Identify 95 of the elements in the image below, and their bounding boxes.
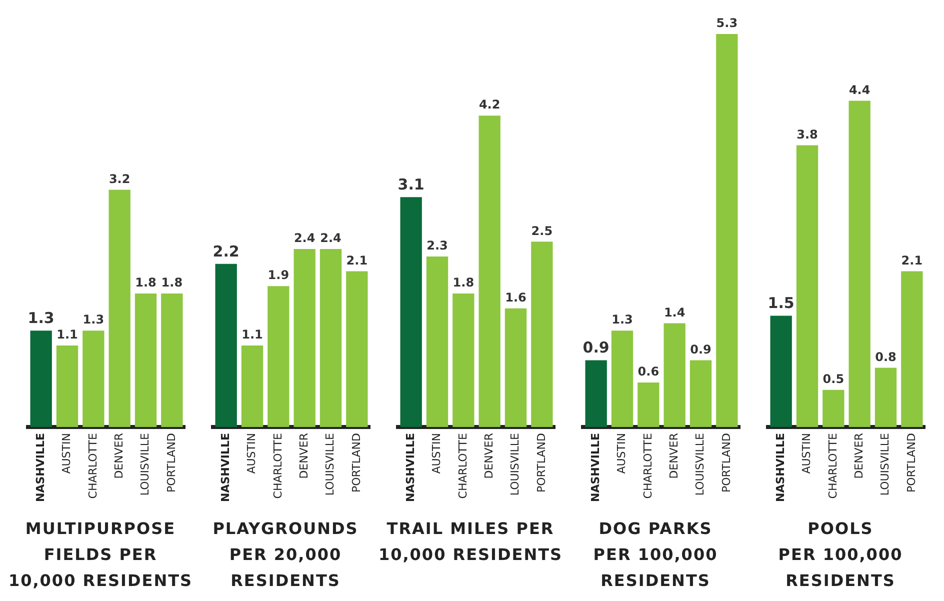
x-tick-label: PORTLAND — [904, 433, 918, 492]
bar — [611, 330, 634, 428]
data-label: 2.2 — [212, 242, 240, 260]
x-tick-label: PORTLAND — [164, 433, 178, 492]
data-label: 0.9 — [690, 342, 712, 356]
bar — [770, 316, 792, 428]
data-label: 2.3 — [426, 238, 448, 253]
bar — [901, 271, 923, 428]
bar — [848, 100, 870, 428]
data-label: 1.3 — [82, 312, 104, 327]
x-tick-label: NASHVILLE — [588, 433, 602, 502]
bar — [664, 323, 686, 428]
x-tick-label: LOUISVILLE — [508, 432, 522, 496]
data-label: 1.3 — [612, 312, 633, 327]
x-tick-label: CHARLOTTE — [826, 432, 840, 499]
x-tick-label: PORTLAND — [720, 433, 733, 492]
x-tick-label: AUSTIN — [800, 433, 814, 474]
bar — [161, 294, 183, 428]
bar — [108, 190, 130, 428]
data-label: 0.6 — [638, 364, 660, 379]
bar — [56, 345, 78, 428]
text: PLAYGROUNDS PER 20,000 RESIDENTS — [212, 519, 358, 590]
bar — [690, 360, 712, 428]
bar — [294, 249, 316, 428]
bar — [426, 256, 448, 428]
data-label: 1.1 — [242, 328, 263, 342]
bar — [30, 330, 52, 428]
bar — [874, 368, 897, 428]
data-label: 0.5 — [822, 372, 844, 386]
bar — [268, 286, 290, 428]
data-label: 2.1 — [901, 253, 923, 268]
data-label: 1.8 — [135, 276, 156, 290]
x-tick-label: DENVER — [297, 432, 310, 479]
text: MULTIPURPOSE FIELDS PER 10,000 RESIDENTS — [7, 518, 194, 592]
x-tick-label: LOUISVILLE — [324, 432, 337, 496]
data-label: 1.6 — [505, 290, 526, 304]
data-label: 2.1 — [346, 253, 368, 268]
x-tick-label: PORTLAND — [534, 433, 548, 492]
bar — [400, 197, 422, 428]
data-label: 4.2 — [478, 98, 500, 112]
x-tick-label: NASHVILLE — [34, 433, 47, 502]
text: TRAIL MILES PER 10,000 RESIDENTS — [377, 518, 564, 566]
x-tick-label: LOUISVILLE — [694, 432, 707, 496]
x-tick-label: LOUISVILLE — [878, 432, 892, 496]
data-label: 0.9 — [582, 338, 610, 357]
data-label: 0.8 — [875, 350, 896, 364]
bar — [478, 116, 500, 428]
x-tick-label: AUSTIN — [245, 433, 258, 474]
bar — [452, 294, 474, 428]
data-label: 1.1 — [56, 328, 78, 342]
data-label: 1.8 — [452, 276, 474, 290]
x-tick-label: DENVER — [852, 432, 866, 479]
bar — [346, 271, 368, 428]
bar — [134, 294, 157, 428]
data-label: 1.8 — [161, 276, 183, 290]
x-tick-label: CHARLOTTE — [86, 432, 100, 499]
x-tick-label: CHARLOTTE — [271, 432, 284, 499]
data-label: 2.4 — [320, 231, 342, 246]
data-label: 2.5 — [531, 224, 553, 238]
data-label: 1.5 — [768, 294, 794, 312]
data-label: 4.4 — [848, 82, 870, 97]
x-tick-label: DENVER — [667, 432, 680, 479]
x-tick-label: AUSTIN — [615, 433, 628, 474]
text: DOG PARKS PER 100,000 RESIDENTS — [593, 519, 718, 590]
x-tick-label: CHARLOTTE — [456, 432, 470, 499]
bar — [716, 34, 738, 428]
x-tick-label: CHARLOTTE — [641, 432, 654, 499]
bar — [82, 330, 104, 428]
x-tick-label: NASHVILLE — [774, 433, 787, 502]
data-label: 1.9 — [268, 268, 290, 282]
data-label: 5.3 — [716, 16, 738, 30]
bar — [531, 242, 553, 428]
data-label: 1.4 — [664, 305, 686, 320]
x-tick-label: PORTLAND — [350, 433, 363, 492]
x-tick-label: NASHVILLE — [404, 433, 417, 502]
data-label: 3.8 — [796, 127, 818, 142]
data-label: 1.3 — [28, 309, 54, 328]
text: POOLS PER 100,000 RESIDENTS — [777, 518, 904, 592]
bar — [241, 345, 264, 428]
data-label: 3.1 — [398, 176, 424, 194]
x-tick-label: NASHVILLE — [218, 433, 232, 502]
x-tick-label: AUSTIN — [430, 433, 444, 474]
x-tick-label: AUSTIN — [60, 433, 74, 474]
bar — [822, 390, 844, 428]
bar — [796, 145, 818, 428]
bar — [638, 382, 660, 428]
data-label: 3.2 — [108, 172, 130, 186]
bar — [215, 264, 237, 428]
data-label: 2.4 — [294, 231, 316, 246]
bar — [585, 360, 607, 428]
x-tick-label: DENVER — [112, 432, 126, 479]
x-tick-label: DENVER — [482, 432, 496, 479]
bar — [320, 249, 342, 428]
x-tick-label: LOUISVILLE — [138, 432, 152, 496]
bar — [504, 308, 527, 428]
